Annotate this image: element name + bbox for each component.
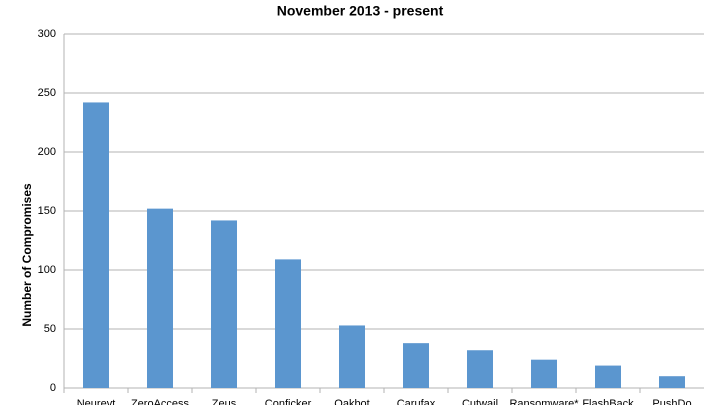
- bar: [83, 102, 109, 388]
- bar: [403, 343, 429, 388]
- x-tick-label: Carufax: [397, 398, 436, 405]
- bar: [211, 220, 237, 388]
- y-tick-label: 0: [50, 382, 56, 394]
- y-tick-label: 200: [38, 146, 56, 158]
- x-tick-label: Conficker: [265, 398, 312, 405]
- x-tick-label: Cutwail: [462, 398, 498, 405]
- x-tick-label: ZeroAccess: [131, 398, 190, 405]
- y-tick-label: 50: [44, 323, 56, 335]
- bar: [339, 325, 365, 388]
- bar: [531, 359, 557, 388]
- bar: [275, 259, 301, 388]
- x-tick-label: Zeus: [212, 398, 237, 405]
- x-tick-label: Neurevt: [77, 398, 116, 405]
- y-tick-label: 300: [38, 28, 56, 40]
- y-tick-label: 100: [38, 264, 56, 276]
- y-tick-label: 250: [38, 87, 56, 99]
- bar: [595, 365, 621, 388]
- bar: [659, 376, 685, 388]
- x-tick-label: Ransomware*: [509, 398, 579, 405]
- x-tick-label: Qakbot: [334, 398, 369, 405]
- y-axis-title: Number of Compromises: [20, 183, 34, 327]
- x-tick-label: PushDo: [652, 398, 691, 405]
- x-tick-label: FlashBack: [582, 398, 634, 405]
- chart-title: November 2013 - present: [277, 3, 444, 19]
- bar: [467, 350, 493, 388]
- bar: [147, 208, 173, 388]
- y-tick-label: 150: [38, 205, 56, 217]
